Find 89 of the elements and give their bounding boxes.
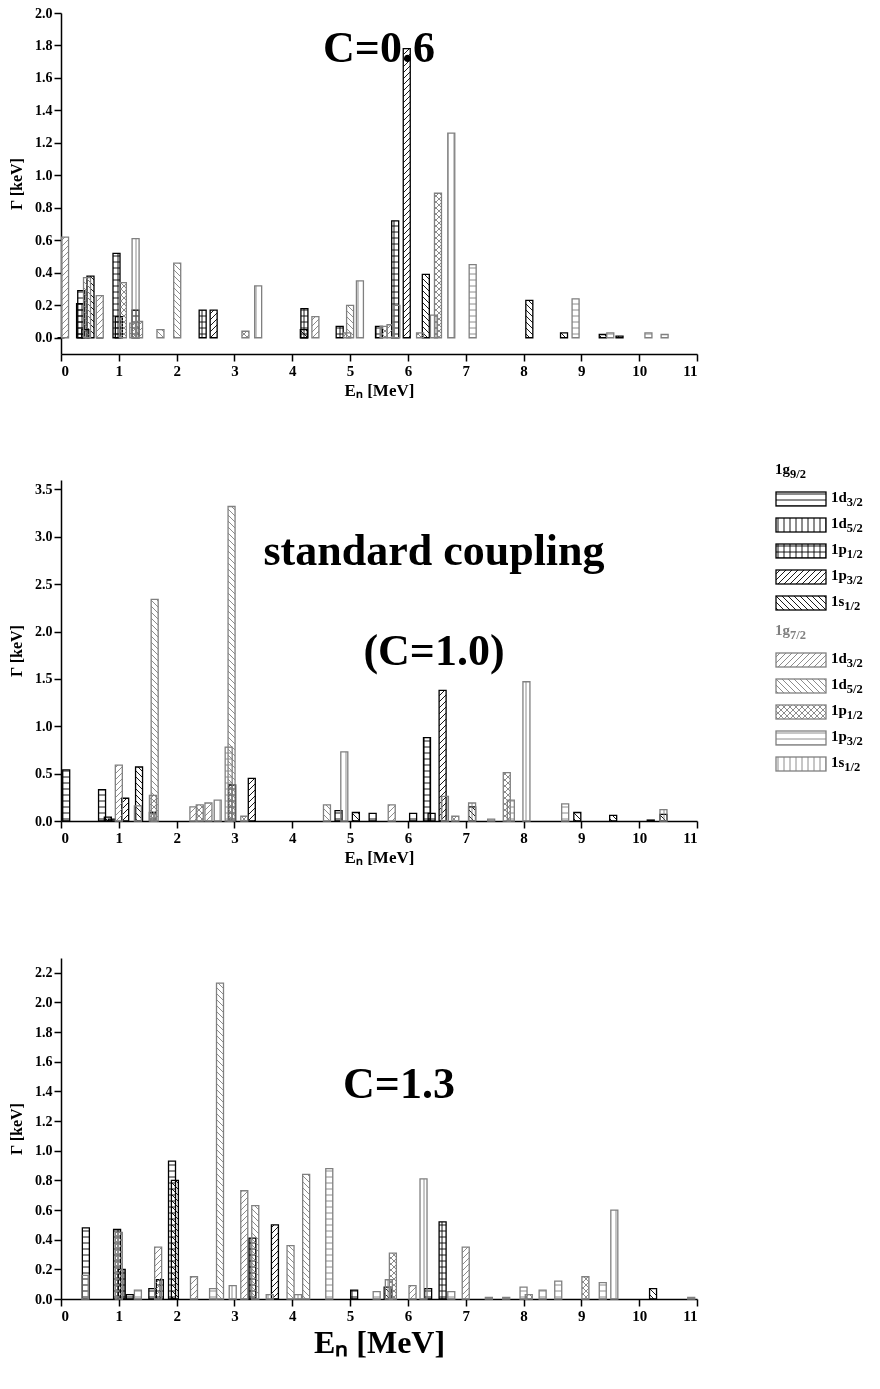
x-tick-label: 9: [578, 829, 586, 846]
y-tick-label: 0.4: [35, 1232, 53, 1248]
y-tick-label: 0.5: [35, 766, 53, 782]
x-tick-label: 2: [173, 362, 181, 379]
x-tick-label: 1: [115, 362, 124, 379]
x-tick-label: 9: [578, 362, 586, 379]
y-tick-label: 2.5: [35, 576, 53, 592]
legend-label: 1d$_{5/2}$: [831, 514, 863, 536]
y-tick-label: 1.0: [35, 1143, 53, 1159]
y-tick-label: 3.0: [35, 529, 53, 545]
x-tick-label: 7: [462, 829, 471, 846]
x-tick-label: 3: [231, 829, 239, 846]
y-tick-label: 2.0: [35, 994, 53, 1010]
legend-label: 1p$_{1/2}$: [831, 540, 863, 562]
y-tick-label: 1.6: [35, 1054, 53, 1070]
legend-label: 1d$_{3/2}$: [831, 488, 863, 510]
y-tick-label: 1.4: [35, 1083, 53, 1099]
x-tick-label: 3: [231, 1307, 239, 1324]
y-tick-label: 0.6: [35, 232, 53, 248]
y-axis-title: Γ [keV]: [8, 158, 25, 210]
x-tick-label: 6: [404, 362, 413, 379]
y-tick-label: 1.2: [35, 1113, 53, 1129]
y-tick-label: 1.6: [35, 70, 53, 86]
x-tick-label: 5: [346, 362, 355, 379]
y-tick-label: 1.8: [35, 37, 53, 53]
text: C=1.3: [343, 1059, 455, 1108]
y-tick-label: 0.0: [35, 1291, 53, 1307]
y-tick-label: 0.2: [35, 297, 53, 313]
x-tick-label: 11: [683, 362, 698, 379]
text: 1g$_{9/2}$: [775, 461, 807, 482]
chart-title: C=0.6: [323, 23, 435, 72]
legend-label: 1d$_{5/2}$: [831, 675, 863, 697]
x-tick-label: 0: [61, 362, 69, 379]
y-axis-title: Γ [keV]: [8, 1103, 25, 1155]
x-tick-label: 4: [289, 829, 298, 846]
legend-label: 1p$_{3/2}$: [831, 566, 863, 588]
legend-label: 1p$_{1/2}$: [831, 701, 863, 723]
x-axis-title: Eₙ [MeV]: [344, 380, 415, 400]
x-tick-label: 11: [683, 1307, 698, 1324]
legend-label: 1s$_{1/2}$: [831, 592, 861, 614]
y-tick-label: 2.0: [35, 5, 53, 21]
y-tick-label: 1.0: [35, 167, 53, 183]
y-tick-label: 1.8: [35, 1024, 53, 1040]
y-tick-label: 1.0: [35, 718, 53, 734]
x-tick-label: 1: [115, 829, 124, 846]
x-tick-label: 4: [289, 1307, 298, 1324]
y-tick-label: 1.5: [35, 671, 53, 687]
x-tick-label: 9: [578, 1307, 586, 1324]
legend-label: 1p$_{3/2}$: [831, 727, 863, 749]
x-tick-label: 8: [520, 829, 528, 846]
x-tick-label: 8: [520, 362, 528, 379]
x-tick-label: 8: [520, 1307, 528, 1324]
x-axis-title: Eₙ [MeV]: [344, 847, 415, 867]
y-tick-label: 0.2: [35, 1261, 53, 1277]
x-tick-label: 0: [61, 1307, 69, 1324]
x-tick-label: 10: [632, 829, 648, 846]
x-tick-label: 6: [404, 829, 413, 846]
x-tick-label: 2: [173, 1307, 181, 1324]
legend-label: 1s$_{1/2}$: [831, 753, 861, 775]
y-tick-label: 1.2: [35, 135, 53, 151]
x-tick-label: 2: [173, 829, 181, 846]
y-tick-label: 0.4: [35, 265, 53, 281]
x-tick-label: 0: [61, 829, 69, 846]
x-tick-label: 10: [632, 1307, 648, 1324]
y-tick-label: 0.0: [35, 813, 53, 829]
text: standard coupling: [263, 526, 605, 575]
x-tick-label: 3: [231, 362, 239, 379]
x-tick-label: 6: [404, 1307, 413, 1324]
x-tick-label: 1: [115, 1307, 124, 1324]
y-tick-label: 0.6: [35, 1202, 53, 1218]
y-tick-label: 2.0: [35, 624, 53, 640]
y-tick-label: 2.2: [35, 965, 53, 981]
y-axis-title: Γ [keV]: [8, 625, 25, 677]
x-axis-title: Eₙ [MeV]: [313, 1323, 446, 1360]
x-tick-label: 5: [346, 1307, 355, 1324]
y-tick-label: 0.0: [35, 330, 53, 346]
legend-label: 1d$_{3/2}$: [831, 649, 863, 671]
text: 1g$_{7/2}$: [775, 622, 807, 643]
y-tick-label: 0.8: [35, 200, 53, 216]
x-tick-label: 7: [462, 1307, 471, 1324]
text: (C=1.0): [363, 626, 505, 675]
x-tick-label: 5: [346, 829, 355, 846]
x-tick-label: 10: [632, 362, 648, 379]
y-tick-label: 1.4: [35, 102, 53, 118]
x-tick-label: 7: [462, 362, 471, 379]
x-tick-label: 4: [289, 362, 298, 379]
y-tick-label: 3.5: [35, 481, 53, 497]
y-tick-label: 0.8: [35, 1172, 53, 1188]
x-tick-label: 11: [683, 829, 698, 846]
